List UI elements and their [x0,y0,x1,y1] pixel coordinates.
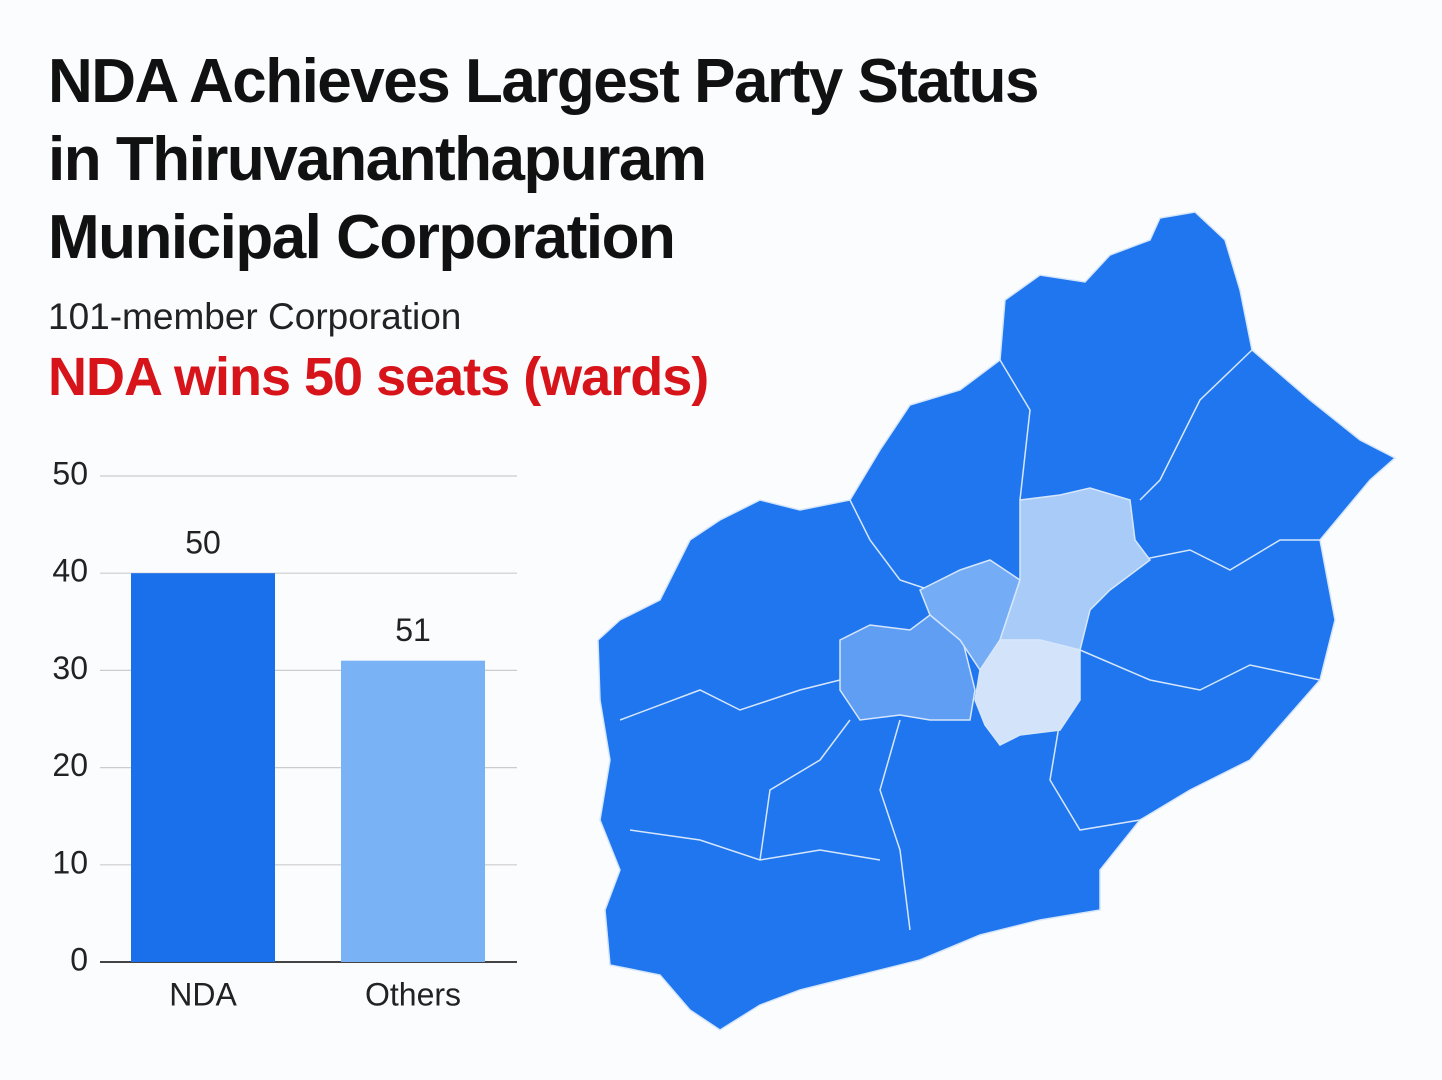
y-tick-label: 30 [52,650,88,686]
y-tick-label: 0 [70,941,88,977]
map-region-mid [839,614,976,721]
title-line: NDA Achieves Largest Party Status [48,47,1039,116]
headline: NDA wins 50 seats (wards) [48,347,709,407]
bar [131,573,275,962]
y-tick-label: 20 [52,747,88,783]
x-tick-label: Others [365,976,461,1012]
title-line: in Thiruvananthapuram [48,125,707,194]
map-region-palest [974,639,1081,746]
map-regions [597,211,1397,1031]
y-tick-label: 40 [52,553,88,589]
bar-annotation: 51 [395,612,431,648]
title-line: Municipal Corporation [48,203,676,272]
x-tick-label: NDA [169,976,237,1012]
bar [341,660,485,962]
bar-annotation: 50 [185,525,221,561]
y-tick-label: 50 [52,455,88,491]
y-tick-label: 10 [52,844,88,880]
subtitle: 101-member Corporation [48,296,462,337]
